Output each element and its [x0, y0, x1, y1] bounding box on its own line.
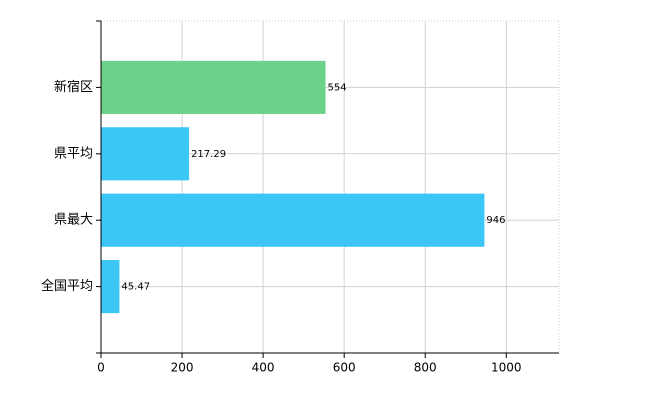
y-tick-label: 県最大 — [54, 213, 93, 228]
value-label: 554 — [328, 82, 347, 93]
bar — [101, 60, 326, 114]
bar — [101, 260, 120, 314]
bar — [101, 193, 485, 247]
value-label: 217.29 — [191, 149, 226, 160]
x-tick-label: 1000 — [491, 361, 522, 375]
y-tick-label: 県平均 — [54, 146, 93, 161]
x-tick-label: 200 — [171, 361, 194, 375]
y-tick-label: 全国平均 — [41, 278, 93, 294]
x-tick-label: 0 — [97, 361, 105, 375]
x-tick-label: 600 — [333, 361, 356, 375]
x-tick-label: 400 — [252, 361, 275, 375]
y-tick-label: 新宿区 — [54, 79, 93, 95]
value-label: 946 — [486, 215, 505, 226]
value-label: 45.47 — [121, 282, 150, 293]
bar — [101, 127, 190, 181]
x-tick-label: 800 — [414, 361, 437, 375]
